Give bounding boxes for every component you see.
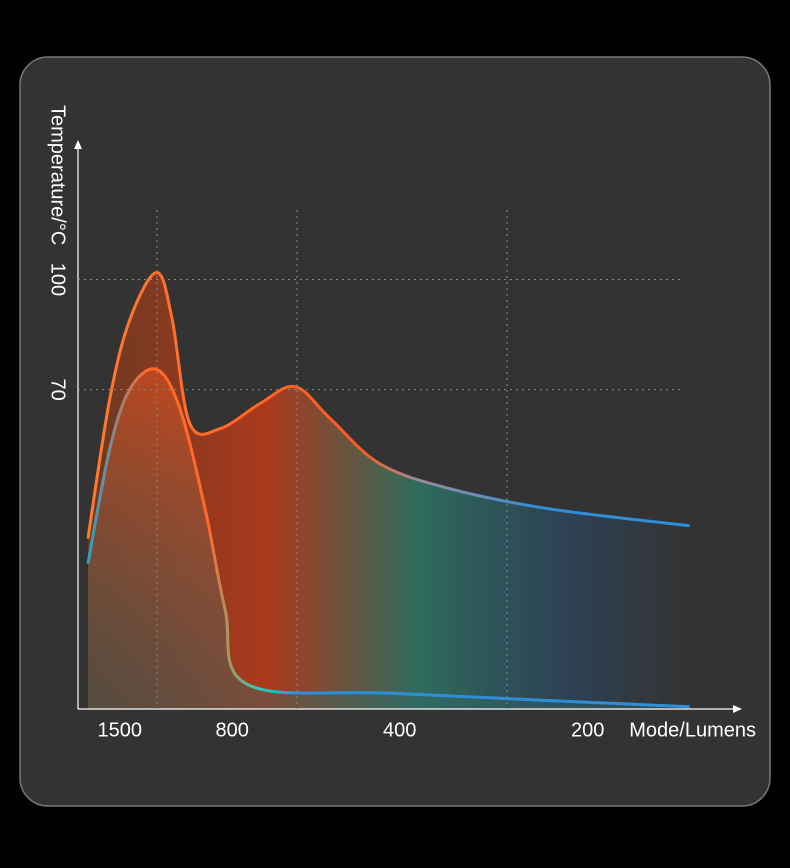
x-axis-label: Mode/Lumens — [629, 719, 756, 741]
line — [86, 367, 690, 709]
x-tick-label: 200 — [571, 719, 604, 741]
x-arrow — [733, 705, 742, 713]
x-tick-label: 1500 — [97, 719, 142, 741]
y-arrow — [74, 140, 82, 149]
plot — [86, 271, 690, 709]
line — [86, 271, 690, 539]
y-axis-label: Temperature/°C — [47, 105, 69, 245]
x-tick-label: 800 — [216, 719, 249, 741]
y-tick-label: 70 — [47, 379, 69, 401]
y-tick-label: 100 — [47, 263, 69, 296]
area — [87, 272, 690, 709]
area — [87, 368, 690, 709]
x-tick-label: 400 — [383, 719, 416, 741]
